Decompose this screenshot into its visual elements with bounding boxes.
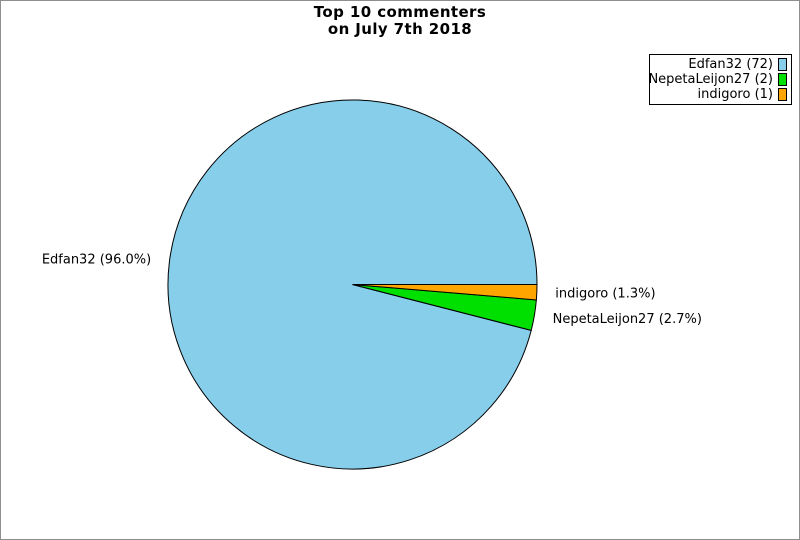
legend: Edfan32 (72) NepetaLeijon27 (2) indigoro… (648, 54, 792, 105)
legend-item-label: Edfan32 (72) (688, 57, 773, 72)
legend-item: NepetaLeijon27 (2) (648, 72, 791, 87)
chart-title: Top 10 commenters on July 7th 2018 (1, 4, 799, 38)
legend-swatch (778, 88, 787, 101)
legend-item-label: NepetaLeijon27 (2) (648, 72, 773, 87)
pie-slice-label: Edfan32 (96.0%) (42, 253, 151, 268)
pie-slice-label: NepetaLeijon27 (2.7%) (553, 312, 702, 327)
pie-slice-indigoro (352, 284, 538, 301)
pie-slice-label: indigoro (1.3%) (555, 287, 655, 302)
legend-swatch (778, 73, 787, 86)
chart-title-line2: on July 7th 2018 (327, 20, 473, 38)
chart-title-line1: Top 10 commenters (313, 3, 487, 21)
legend-item-label: indigoro (1) (697, 87, 773, 102)
legend-item: indigoro (1) (650, 87, 791, 102)
legend-item: Edfan32 (72) (650, 57, 791, 72)
legend-swatch (778, 58, 787, 71)
